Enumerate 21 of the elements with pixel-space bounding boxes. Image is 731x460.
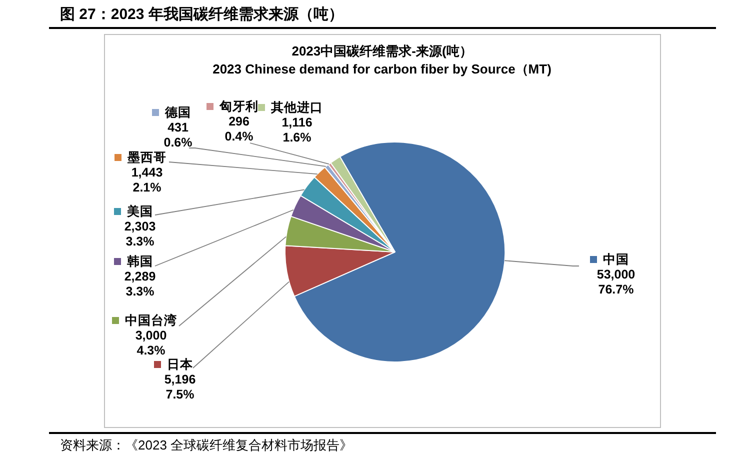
data-label: 296 0.4% <box>224 114 254 144</box>
data-label: 431 0.6% <box>164 120 192 150</box>
data-label: 1,443 2.1% <box>131 165 163 194</box>
legend-label: 美国 <box>126 203 153 218</box>
data-label: 5,196 7.5% <box>164 372 196 402</box>
data-label: 53,000 76.7% <box>596 267 636 296</box>
legend-label: 其他进口 <box>270 100 323 114</box>
chart-subtitle: 2023中国碳纤维需求-来源(吨） 2023 Chinese demand for carbon fiber by Source（MT) <box>212 44 552 77</box>
legend-label: 匈牙利 <box>218 98 258 114</box>
data-label: 2,289 3.3% <box>124 269 156 298</box>
data-label: 3,000 4.3% <box>135 328 167 358</box>
text: 资料来源：《2023 全球碳纤维复合材料市场报告》 <box>60 438 353 453</box>
chart-title: 图 27：2023 年我国碳纤维需求来源（吨） <box>60 5 344 24</box>
legend-label: 中国 <box>603 252 629 266</box>
legend-label: 德国 <box>164 105 191 120</box>
legend-label: 中国台湾 <box>125 312 177 328</box>
legend-label: 韩国 <box>126 254 153 268</box>
legend-label: 墨西哥 <box>126 150 166 164</box>
data-label: 1,116 1.6% <box>282 115 312 144</box>
legend-label: 日本 <box>167 357 194 372</box>
data-label: 2,303 3.3% <box>124 219 156 248</box>
